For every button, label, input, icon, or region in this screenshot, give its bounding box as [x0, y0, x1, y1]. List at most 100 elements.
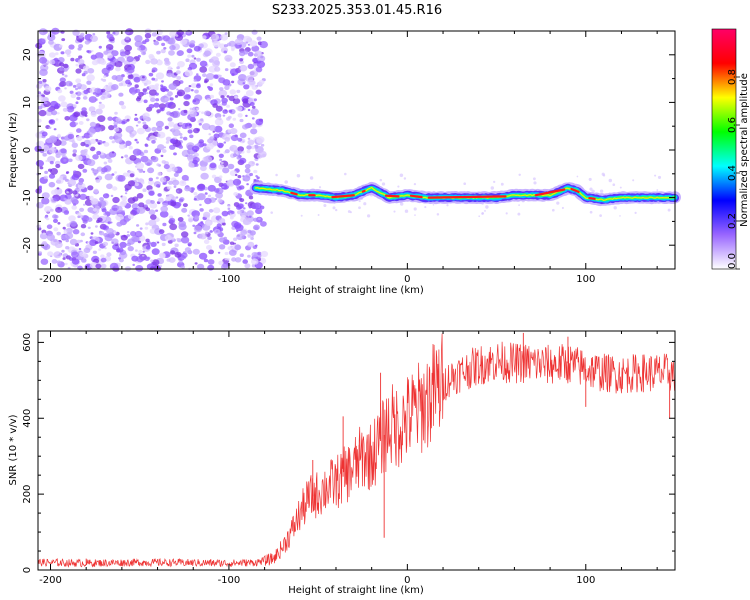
noise-blob	[184, 186, 191, 192]
noise-blob	[51, 189, 58, 195]
noise-blob	[256, 136, 265, 144]
noise-blob	[413, 207, 417, 211]
noise-blob	[59, 81, 67, 87]
noise-blob	[142, 121, 147, 125]
noise-blob	[667, 208, 671, 212]
x-tick-label: 0	[404, 575, 410, 586]
noise-blob	[284, 180, 288, 184]
noise-blob	[484, 209, 486, 212]
noise-blob	[56, 231, 61, 236]
noise-blob	[232, 178, 242, 186]
noise-blob	[169, 223, 178, 231]
noise-blob	[45, 217, 50, 221]
noise-blob	[193, 79, 197, 82]
noise-blob	[115, 66, 121, 72]
noise-blob	[222, 167, 230, 174]
noise-blob	[254, 50, 263, 57]
noise-blob	[81, 258, 87, 263]
noise-blob	[81, 73, 86, 77]
noise-blob	[120, 234, 128, 241]
noise-blob	[349, 211, 352, 214]
noise-blob	[518, 173, 521, 177]
noise-blob	[148, 190, 155, 196]
noise-blob	[561, 206, 564, 210]
noise-blob	[75, 63, 79, 67]
noise-blob	[335, 208, 338, 212]
noise-blob	[72, 153, 77, 157]
noise-blob	[145, 245, 151, 250]
noise-blob	[104, 247, 107, 250]
noise-blob	[112, 196, 120, 204]
noise-blob	[103, 142, 110, 147]
noise-blob	[224, 149, 230, 154]
noise-blob	[170, 67, 173, 70]
spectrogram-x-axis-label: Height of straight line (km)	[288, 285, 424, 296]
noise-blob	[589, 210, 593, 214]
noise-blob	[219, 43, 226, 49]
noise-blob	[166, 258, 171, 262]
noise-blob	[193, 225, 203, 233]
noise-blob	[493, 180, 496, 184]
noise-blob	[358, 200, 361, 203]
noise-blob	[246, 145, 252, 150]
noise-blob	[250, 128, 258, 135]
noise-blob	[171, 196, 177, 201]
noise-blob	[190, 127, 194, 130]
noise-blob	[206, 73, 215, 80]
noise-blob	[142, 124, 149, 130]
noise-blob	[208, 65, 217, 73]
noise-blob	[251, 258, 259, 265]
noise-blob	[127, 197, 136, 204]
noise-blob	[99, 197, 104, 202]
noise-blob	[178, 145, 183, 149]
noise-blob	[244, 164, 251, 169]
noise-blob	[189, 110, 197, 118]
noise-blob	[53, 227, 59, 232]
noise-blob	[150, 266, 155, 271]
noise-blob	[216, 149, 221, 153]
noise-blob	[101, 208, 107, 213]
noise-blob	[89, 239, 97, 246]
noise-blob	[207, 264, 215, 271]
noise-blob	[142, 76, 145, 79]
noise-blob	[251, 45, 260, 52]
noise-blob	[235, 224, 244, 232]
noise-blob	[196, 184, 206, 192]
noise-blob	[55, 52, 59, 56]
noise-blob	[403, 177, 407, 180]
noise-blob	[68, 44, 75, 50]
noise-blob	[85, 195, 91, 200]
noise-blob	[134, 117, 139, 122]
y-tick-label: 600	[22, 333, 33, 352]
noise-blob	[229, 62, 236, 68]
noise-blob	[138, 169, 144, 174]
noise-blob	[75, 87, 78, 91]
noise-blob	[53, 196, 59, 202]
noise-blob	[55, 118, 59, 121]
noise-blob	[95, 108, 103, 115]
noise-blob	[113, 58, 119, 63]
noise-blob	[90, 198, 99, 205]
noise-blob	[109, 135, 114, 140]
noise-blob	[38, 57, 48, 64]
noise-blob	[44, 101, 48, 105]
noise-blob	[175, 34, 179, 37]
noise-blob	[53, 128, 57, 131]
noise-blob	[251, 203, 259, 210]
noise-blob	[229, 128, 238, 135]
noise-blob	[75, 68, 82, 74]
noise-blob	[463, 182, 467, 186]
noise-blob	[156, 109, 161, 113]
noise-blob	[79, 214, 84, 218]
noise-blob	[127, 84, 131, 87]
noise-blob	[105, 153, 113, 160]
noise-blob	[66, 191, 69, 194]
noise-blob	[219, 142, 224, 148]
noise-blob	[116, 221, 123, 227]
noise-blob	[178, 108, 181, 110]
noise-blob	[95, 178, 101, 183]
noise-blob	[576, 175, 579, 178]
noise-blob	[92, 169, 99, 175]
spectrogram-plot-area	[38, 31, 675, 269]
noise-blob	[209, 83, 214, 87]
